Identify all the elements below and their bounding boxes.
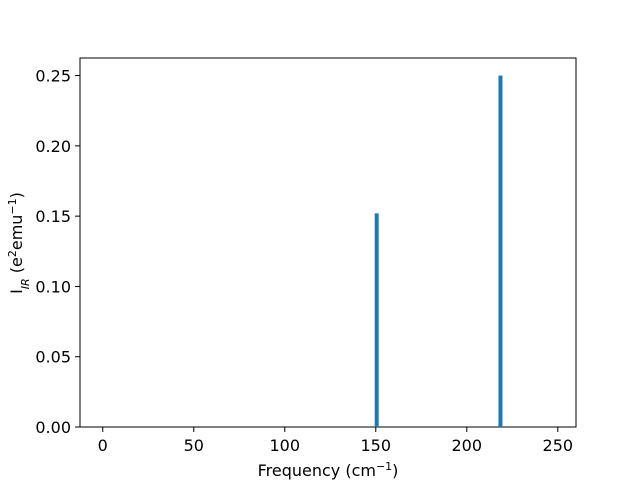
y-tick-label: 0.05 <box>35 348 71 367</box>
y-tick-label: 0.20 <box>35 137 71 156</box>
x-tick-label: 50 <box>184 436 204 455</box>
y-tick-label: 0.25 <box>35 67 71 86</box>
y-tick-label: 0.15 <box>35 207 71 226</box>
x-tick-label: 0 <box>98 436 108 455</box>
x-tick-label: 250 <box>543 436 574 455</box>
bar <box>374 213 379 427</box>
y-tick-label: 0.00 <box>35 418 71 437</box>
plot-area <box>79 57 577 428</box>
y-tick-label: 0.10 <box>35 277 71 296</box>
y-axis-ticks: 0.00 0.05 0.10 0.15 0.20 0.25 <box>35 67 80 437</box>
x-tick-label: 200 <box>452 436 483 455</box>
plot-frame <box>79 57 577 428</box>
bar <box>498 75 503 428</box>
x-tick-label: 150 <box>361 436 392 455</box>
x-axis-label: Frequency (cm−1) <box>258 460 399 480</box>
x-axis-ticks: 0 50 100 150 200 250 <box>98 427 573 455</box>
x-tick-label: 100 <box>269 436 300 455</box>
bars <box>374 75 503 428</box>
y-axis-label: IIR (e2emu−1) <box>6 192 32 294</box>
